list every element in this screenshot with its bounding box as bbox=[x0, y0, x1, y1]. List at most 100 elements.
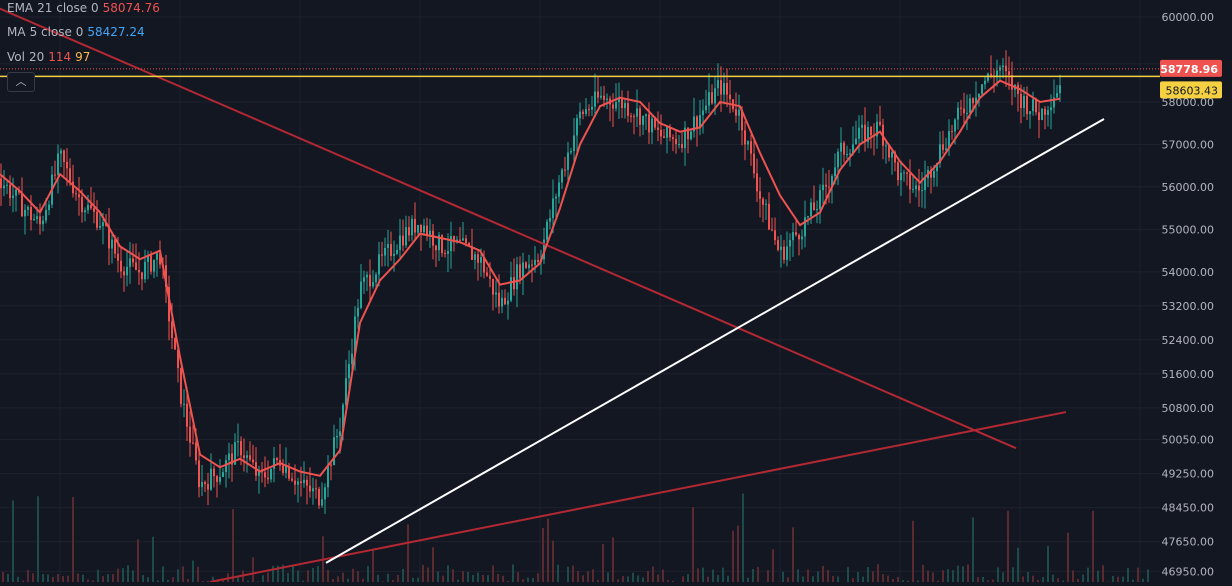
candle-body bbox=[744, 130, 746, 144]
volume-bar bbox=[72, 497, 74, 582]
candle-body bbox=[813, 202, 815, 210]
volume-bar bbox=[807, 569, 809, 582]
candle-body bbox=[810, 202, 812, 216]
candle-body bbox=[531, 265, 533, 266]
volume-bar bbox=[177, 569, 179, 582]
candle-body bbox=[615, 102, 617, 108]
candle-body bbox=[66, 162, 68, 168]
candle-body bbox=[582, 112, 584, 114]
candle-body bbox=[783, 247, 785, 260]
candle-body bbox=[36, 216, 38, 219]
candle-body bbox=[648, 114, 650, 132]
volume-bar bbox=[747, 578, 749, 582]
candle-body bbox=[594, 92, 596, 107]
volume-bar bbox=[352, 569, 354, 582]
candle-body bbox=[1059, 85, 1061, 93]
candle-body bbox=[987, 74, 989, 81]
volume-bar bbox=[532, 578, 534, 582]
candle-body bbox=[267, 478, 269, 480]
ema-legend-params: 21 close 0 bbox=[37, 1, 98, 15]
candle-body bbox=[210, 469, 212, 490]
collapse-legend-button[interactable]: ︿ bbox=[7, 72, 35, 92]
candle-body bbox=[1026, 96, 1028, 114]
candle-body bbox=[702, 110, 704, 115]
candle-body bbox=[801, 236, 803, 239]
volume-bar bbox=[827, 570, 829, 582]
volume-bar bbox=[572, 566, 574, 582]
volume-bar bbox=[487, 575, 489, 582]
candle-body bbox=[747, 141, 749, 144]
volume-bar bbox=[342, 573, 344, 582]
candle-body bbox=[78, 194, 80, 197]
candle-body bbox=[216, 476, 218, 482]
candle-body bbox=[99, 226, 101, 228]
volume-bar bbox=[132, 570, 134, 582]
volume-bar bbox=[412, 578, 414, 582]
candle-body bbox=[1029, 111, 1031, 114]
candle-body bbox=[429, 231, 431, 236]
candle-body bbox=[474, 254, 476, 260]
candle-body bbox=[414, 219, 416, 233]
volume-bar bbox=[1092, 511, 1094, 582]
candle-body bbox=[645, 114, 647, 116]
candle-body bbox=[597, 92, 599, 98]
candle-body bbox=[276, 458, 278, 460]
candle-body bbox=[906, 172, 908, 173]
candle-body bbox=[591, 107, 593, 110]
volume-bar bbox=[927, 571, 929, 582]
candle-body bbox=[522, 262, 524, 278]
candle-body bbox=[54, 175, 56, 176]
volume-bar bbox=[757, 567, 759, 582]
volume-bar bbox=[112, 574, 114, 582]
candle-body bbox=[819, 190, 821, 209]
volume-bar bbox=[697, 568, 699, 582]
volume-bar bbox=[1012, 567, 1014, 582]
volume-bar bbox=[172, 577, 174, 582]
candle-body bbox=[156, 253, 158, 260]
candle-body bbox=[465, 238, 467, 243]
volume-bar bbox=[982, 577, 984, 582]
candle-body bbox=[840, 143, 842, 152]
volume-bar bbox=[407, 524, 409, 582]
volume-bar bbox=[607, 572, 609, 582]
candle-body bbox=[171, 321, 173, 338]
candle-body bbox=[195, 443, 197, 461]
candle-body bbox=[600, 96, 602, 98]
volume-bar bbox=[812, 576, 814, 582]
volume-bar bbox=[1052, 575, 1054, 582]
candle-body bbox=[411, 219, 413, 235]
volume-bar bbox=[877, 564, 879, 582]
volume-bar bbox=[357, 571, 359, 582]
candle-body bbox=[174, 338, 176, 349]
candle-body bbox=[144, 262, 146, 279]
candle-body bbox=[780, 247, 782, 250]
ma-legend-name: MA bbox=[7, 25, 26, 39]
volume-bar bbox=[32, 573, 34, 582]
candle-body bbox=[588, 109, 590, 110]
volume-bar bbox=[1002, 572, 1004, 582]
volume-bar bbox=[42, 574, 44, 582]
chevron-up-icon: ︿ bbox=[16, 75, 27, 88]
trendline-red-descending[interactable] bbox=[0, 0, 1016, 448]
volume-bar bbox=[192, 561, 194, 582]
volume-bar bbox=[847, 567, 849, 582]
trendline-white-ascending[interactable] bbox=[326, 119, 1104, 563]
volume-bar bbox=[737, 526, 739, 582]
volume-bar bbox=[122, 568, 124, 582]
candle-body bbox=[1020, 94, 1022, 108]
volume-bar bbox=[707, 577, 709, 582]
candle-body bbox=[87, 205, 89, 210]
volume-legend-value: 114 bbox=[48, 50, 71, 64]
candle-body bbox=[444, 253, 446, 254]
candle-body bbox=[666, 127, 668, 138]
volume-bar bbox=[797, 569, 799, 582]
candle-body bbox=[318, 489, 320, 506]
candle-body bbox=[459, 240, 461, 241]
candle-body bbox=[534, 260, 536, 265]
volume-bar bbox=[512, 564, 514, 582]
